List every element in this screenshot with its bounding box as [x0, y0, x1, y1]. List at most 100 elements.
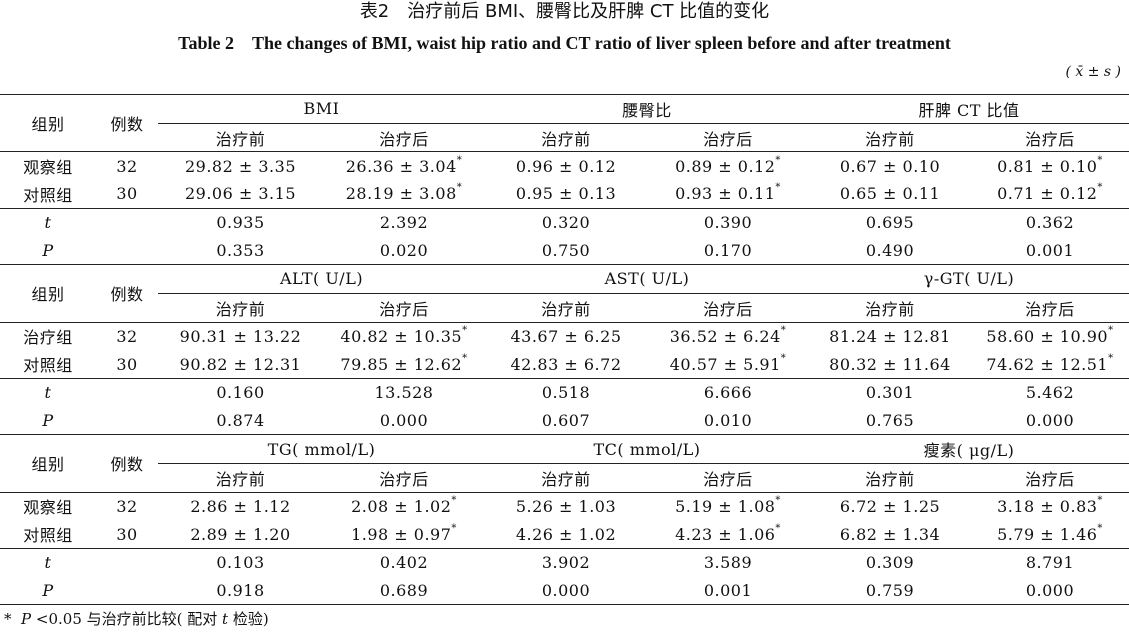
after-header: 治疗后	[647, 122, 810, 152]
significance-star: *	[1097, 154, 1103, 166]
before-header: 治疗前	[485, 292, 647, 322]
value-cell: 0.89 ± 0.12*	[647, 151, 810, 181]
value-cell: 1.98 ± 0.97*	[351, 522, 457, 544]
value-cell: 26.36 ± 3.04*	[323, 151, 485, 181]
t-value: 0.320	[485, 207, 647, 237]
significance-star: *	[780, 324, 787, 336]
empty-cell	[96, 377, 158, 407]
significance-star: *	[775, 182, 781, 194]
value-cell: 2.08 ± 1.02*	[323, 491, 485, 521]
table-row: 对照组 30 29.06 ± 3.15 28.19 ± 3.08* 0.95 ± 0.1…	[0, 180, 1129, 208]
significance-star: *	[1108, 352, 1114, 364]
header-row: 组别 例数 TG( mmol/L) TC( mmol/L) 瘦素( μg/L)	[0, 434, 1129, 493]
empty-cell	[96, 236, 158, 264]
count-cell: 30	[116, 524, 138, 544]
after-header: 治疗后	[971, 462, 1129, 493]
before-header: 治疗前	[809, 292, 972, 322]
value-cell: 42.83 ± 6.72	[510, 354, 622, 374]
col-count-header: 例数	[96, 93, 158, 152]
before-header: 治疗前	[158, 462, 323, 493]
table-row: 对照组 30 90.82 ± 12.31 79.85 ± 12.62* 42.83 ± …	[0, 350, 1129, 378]
before-header: 治疗前	[809, 122, 972, 152]
subheader-row: 治疗前 治疗后 治疗前 治疗后 治疗前 治疗后	[0, 122, 1129, 152]
metric-header: 瘦素( μg/L)	[809, 434, 1129, 464]
p-value: 0.765	[865, 410, 915, 430]
value-cell: 36.52 ± 6.24*	[647, 321, 810, 351]
group-cell: 对照组	[23, 185, 73, 205]
count-cell: 32	[96, 151, 158, 181]
p-value: 0.000	[379, 410, 429, 430]
value-cell: 0.93 ± 0.11*	[675, 182, 781, 204]
data-table: 组别 例数 BMI 腰臀比 肝脾 CT 比值 治疗前 治疗后 治疗前 治疗后 治疗前 治疗后 观察组 3…	[0, 93, 1129, 606]
p-value: 0.874	[216, 410, 265, 430]
p-label: P	[42, 410, 54, 430]
value-cell: 90.31 ± 13.22	[158, 321, 323, 351]
count-cell: 32	[96, 321, 158, 351]
table-row: 观察组 32 2.86 ± 1.12 2.08 ± 1.02* 5.26 ± 1.03 5…	[0, 491, 1129, 521]
p-value: 0.001	[1025, 240, 1075, 260]
metric-header: AST( U/L)	[485, 264, 810, 294]
significance-star: *	[1097, 182, 1103, 194]
significance-star: *	[1097, 522, 1103, 534]
p-value: 0.020	[379, 240, 429, 260]
after-header: 治疗后	[323, 122, 485, 152]
significance-star: *	[451, 522, 457, 534]
t-row: t 0.935 2.392 0.320 0.390 0.695 0.362	[0, 207, 1129, 237]
significance-star: *	[456, 182, 463, 194]
p-value: 0.689	[323, 576, 485, 606]
table-row: 观察组 32 29.82 ± 3.35 26.36 ± 3.04* 0.96 ± 0.1…	[0, 151, 1129, 181]
value-cell: 5.19 ± 1.08*	[647, 491, 810, 521]
metric-header: TG( mmol/L)	[158, 434, 485, 464]
col-group-header: 组别	[0, 93, 96, 152]
table-title-en: Table 2 The changes of BMI, waist hip ra…	[178, 33, 951, 53]
value-cell: 0.67 ± 0.10	[809, 151, 972, 181]
significance-star: *	[775, 494, 781, 506]
significance-star: *	[775, 154, 781, 166]
t-value: 3.902	[485, 547, 647, 577]
t-value: 0.402	[323, 547, 485, 577]
table-row: 对照组 30 2.89 ± 1.20 1.98 ± 0.97* 4.26 ± 1.02 4…	[0, 520, 1129, 548]
value-cell: 5.26 ± 1.03	[485, 491, 647, 521]
group-cell: 治疗组	[0, 321, 96, 351]
p-value: 0.750	[541, 240, 591, 260]
header-row: 组别 例数 ALT( U/L) AST( U/L) γ-GT( U/L)	[0, 264, 1129, 322]
significance-star: *	[462, 352, 468, 364]
t-value: 0.935	[158, 207, 323, 237]
table-row: 治疗组 32 90.31 ± 13.22 40.82 ± 10.35* 43.67 ± …	[0, 321, 1129, 351]
before-header: 治疗前	[158, 122, 323, 152]
value-cell: 74.62 ± 12.51*	[986, 352, 1114, 374]
p-label: P	[0, 576, 96, 606]
p-value: 0.353	[216, 240, 265, 260]
value-cell: 6.82 ± 1.34	[839, 524, 941, 544]
value-cell: 0.65 ± 0.11	[839, 184, 941, 204]
metric-header: 腰臀比	[485, 94, 810, 124]
value-cell: 0.96 ± 0.12	[485, 151, 647, 181]
empty-cell	[96, 207, 158, 237]
value-cell: 28.19 ± 3.08*	[345, 182, 463, 204]
significance-star: *	[780, 352, 787, 364]
empty-cell	[96, 407, 158, 435]
before-header: 治疗前	[485, 462, 647, 493]
t-row: t 0.103 0.402 3.902 3.589 0.309 8.791	[0, 547, 1129, 577]
subheader-row: 治疗前 治疗后 治疗前 治疗后 治疗前 治疗后	[0, 292, 1129, 322]
t-value: 6.666	[647, 377, 810, 407]
p-value: 0.010	[703, 410, 753, 430]
after-header: 治疗后	[647, 462, 810, 493]
after-header: 治疗后	[323, 292, 485, 322]
value-cell: 0.95 ± 0.13	[515, 184, 617, 204]
value-cell: 2.86 ± 1.12	[158, 491, 323, 521]
after-header: 治疗后	[647, 292, 810, 322]
group-cell: 对照组	[23, 526, 73, 546]
t-row: t 0.160 13.528 0.518 6.666 0.301 5.462	[0, 377, 1129, 407]
t-value: 0.695	[809, 207, 972, 237]
metric-header: 肝脾 CT 比值	[809, 94, 1129, 124]
count-cell: 30	[116, 354, 138, 374]
p-value: 0.607	[541, 410, 591, 430]
significance-star: *	[775, 522, 781, 534]
col-group-header: 组别	[0, 434, 96, 493]
value-cell: 3.18 ± 0.83*	[971, 491, 1129, 521]
significance-star: *	[456, 154, 463, 166]
t-value: 3.589	[647, 547, 810, 577]
col-count-header: 例数	[96, 264, 158, 322]
value-cell: 40.57 ± 5.91*	[669, 352, 787, 374]
